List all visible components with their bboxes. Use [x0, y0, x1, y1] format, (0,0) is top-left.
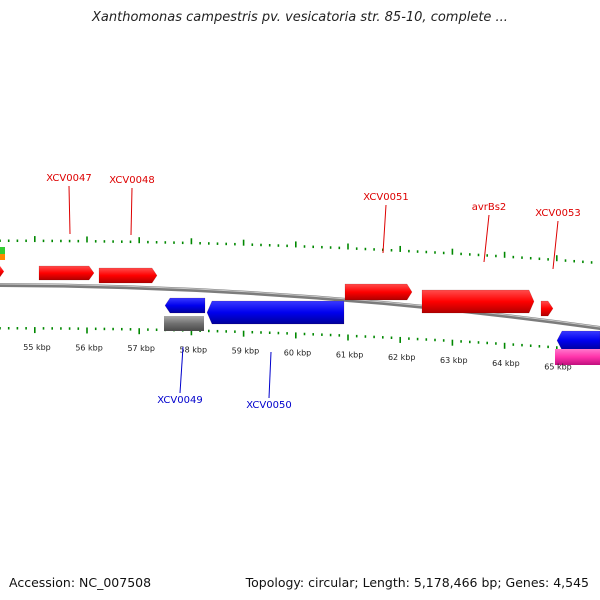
genome-backbone [0, 283, 600, 330]
gene-labels: XCV0047 XCV0048 XCV0051 avrBs2 XCV0053 XCV004… [46, 173, 580, 411]
label-leader-line [552, 220, 559, 270]
ruler-label: 60 kbp [284, 348, 312, 357]
forward-gene-arrow[interactable] [421, 289, 535, 314]
edge-genes [0, 247, 5, 277]
neighbor-gene-orange[interactable] [0, 254, 5, 260]
forward-gene-label[interactable]: XCV0051 [363, 192, 408, 203]
genome-backbone-highlight [0, 283, 600, 328]
label-leader-line [68, 185, 71, 235]
reverse-gene-arrow[interactable] [556, 330, 600, 351]
rna-gene-block[interactable] [555, 349, 600, 365]
ruler-label: 61 kbp [336, 351, 364, 360]
forward-gene-arrow[interactable] [38, 265, 95, 281]
ruler-labels: 55 kbp 56 kbp 57 kbp 58 kbp 59 kbp 60 kbp 61 k… [23, 343, 572, 371]
ruler-label: 65 kbp [544, 362, 572, 371]
forward-gene-label[interactable]: XCV0053 [535, 208, 580, 219]
forward-gene-arrow[interactable] [540, 300, 554, 317]
forward-gene-label[interactable]: XCV0048 [109, 175, 154, 186]
ruler-label: 56 kbp [75, 343, 103, 352]
bottom-tick-track [0, 327, 593, 353]
forward-gene-label[interactable]: XCV0047 [46, 173, 91, 184]
reverse-strand-genes [164, 297, 600, 365]
label-leader-line [382, 204, 387, 254]
accession-label: Accession: NC_007508 [9, 575, 152, 590]
label-leader-line [268, 351, 272, 399]
ruler-label: 62 kbp [388, 353, 416, 362]
forward-strand-genes [38, 265, 554, 317]
ruler-label: 59 kbp [232, 347, 260, 356]
forward-gene-arrow[interactable] [98, 267, 158, 284]
ruler-label: 64 kbp [492, 359, 520, 368]
label-leader-line [483, 214, 490, 263]
reverse-gene-arrow[interactable] [206, 300, 345, 325]
label-leader-line [130, 187, 133, 236]
forward-gene-arrow[interactable] [344, 283, 413, 301]
ruler-label: 58 kbp [180, 345, 208, 354]
neighbor-gene-green[interactable] [0, 247, 5, 254]
genome-stats: Topology: circular; Length: 5,178,466 bp… [245, 575, 589, 590]
reverse-gene-arrow[interactable] [164, 297, 206, 314]
reverse-gene-label[interactable]: XCV0050 [246, 400, 291, 411]
reverse-gene-label[interactable]: XCV0049 [157, 395, 202, 406]
ruler-label: 63 kbp [440, 356, 468, 365]
map-title: Xanthomonas campestris pv. vesicatoria s… [92, 10, 508, 25]
pseudogene-block[interactable] [164, 316, 204, 331]
label-leader-line [179, 346, 184, 394]
ruler-label: 57 kbp [127, 344, 155, 353]
forward-gene-label[interactable]: avrBs2 [472, 202, 507, 213]
top-tick-track [0, 236, 593, 264]
ruler-label: 55 kbp [23, 343, 51, 352]
neighbor-gene-red[interactable] [0, 266, 4, 277]
